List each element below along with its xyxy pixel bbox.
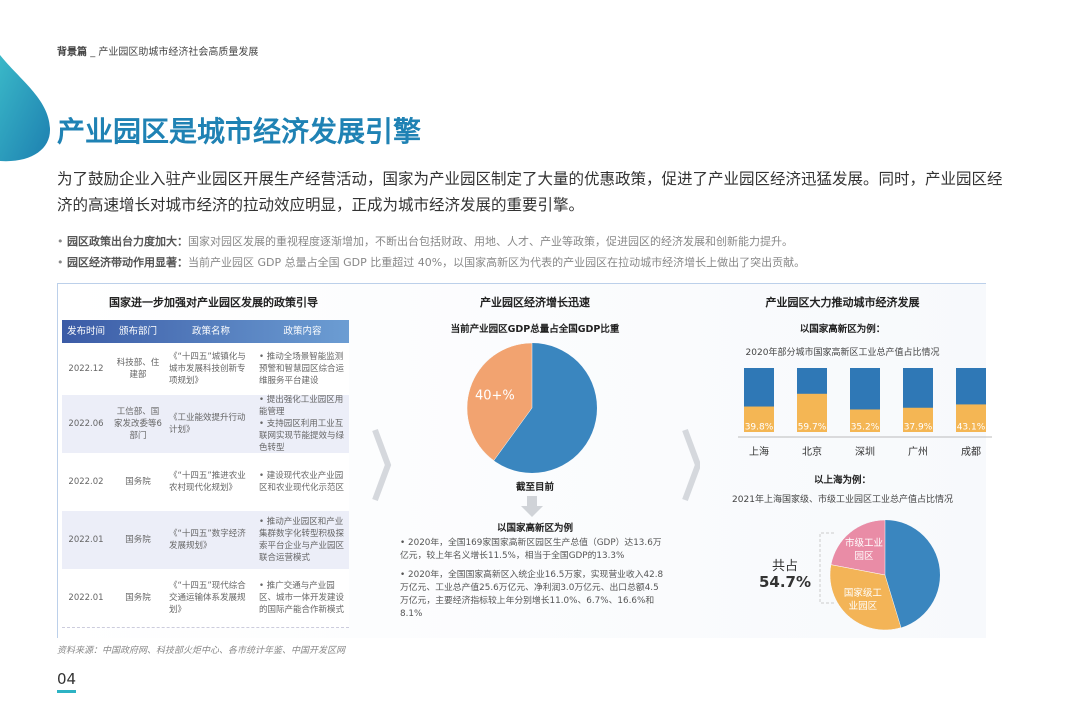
total-value: 54.7%: [758, 573, 812, 591]
header: 背景篇 _ 产业园区助城市经济社会高质量发展: [57, 43, 258, 58]
table-cell: 科技部、住建部: [116, 358, 160, 380]
growth-title: 产业园区经济增长迅速: [480, 296, 590, 309]
x-tick-label: 北京: [802, 445, 822, 458]
page-number: 04: [57, 670, 77, 693]
table-row: 2022.06 工信部、国家发改委等6部门《工业能效提升行动计划》提出强化工业园区…: [62, 395, 349, 454]
policy-point: 支持园区利用工业互联网实现节能提效与绿色转型: [259, 418, 346, 454]
decor-drop: [0, 55, 50, 162]
growth-note: 截至目前: [515, 482, 554, 493]
table-cell: 国务院: [125, 593, 151, 603]
slice-label: 40+%: [475, 388, 515, 403]
example-title: 以国家高新区为例: [496, 523, 573, 534]
bar: [956, 404, 986, 432]
pie-slice: [466, 342, 533, 461]
bar: [744, 406, 774, 432]
x-tick-label: 上海: [749, 445, 769, 458]
table-row: 2022.12 科技部、住建部《“十四五”城镇化与城市发展科技创新专项规划》推动全…: [62, 343, 349, 396]
table-cell: 《“十四五”推进农业农村现代化规划》: [169, 471, 246, 493]
highlight: 园区经济带动作用显著：当前产业园区 GDP 总量占全国 GDP 比重超过 40%…: [57, 252, 1017, 273]
table-title: 国家进一步加强对产业园区发展的政策引导: [109, 296, 318, 309]
table-cell: 《“十四五”数字经济发展规划》: [169, 529, 246, 551]
policy-point: 提出强化工业园区用能管理: [259, 394, 346, 418]
policy-point: 建设现代农业产业园区和农业现代化示范区: [259, 470, 346, 494]
down-arrow: [521, 496, 543, 517]
column-header: 发布时间: [66, 325, 105, 337]
highlight-text: 国家对园区发展的重视程度逐渐增加，不断出台包括财政、用地、人才、产业等政策，促进…: [188, 235, 793, 248]
pie-slice: [830, 519, 886, 576]
header-subtitle: _ 产业园区助城市经济社会高质量发展: [90, 47, 259, 58]
column-header: 颁布部门: [118, 325, 157, 337]
highlight-text: 当前产业园区 GDP 总量占全国 GDP 比重超过 40%，以国家高新区为代表的…: [188, 256, 806, 269]
example-2: 以上海为例：: [813, 475, 871, 486]
bar-value-label: 35.2%: [851, 423, 880, 433]
table-cell: 提出强化工业园区用能管理支持园区利用工业互联网实现节能提效与绿色转型: [256, 395, 349, 453]
bar-value-label: 43.1%: [957, 423, 986, 433]
bar-value-label: 37.9%: [904, 423, 933, 433]
bar: [903, 407, 933, 432]
table-cell: 建设现代农业产业园区和农业现代化示范区: [256, 453, 349, 511]
table-cell: 2022.01: [68, 593, 104, 603]
table-cell: 《“十四五”城镇化与城市发展科技创新专项规划》: [169, 352, 246, 386]
policy-point: 推广交通与产业园区、城市一体开发建设的国际产能合作新模式: [259, 580, 346, 616]
slice-label: 市级工业园区: [844, 537, 883, 562]
bar-chart: 39.8% 上海 59.7% 北京 35.2% 深圳 37.9% 广州 43.1% 成都: [738, 368, 992, 458]
highlight-label: 园区政策出台力度加大：: [67, 235, 188, 248]
table-row: 2022.01 国务院 《“十四五”数字经济发展规划》推动产业园区和产业集群数字化转…: [62, 511, 349, 570]
table-cell: 工信部、国家发改委等6部门: [114, 407, 162, 441]
policy-table: 发布时间 颁布部门 政策名称 政策内容 2022.12 科技部、住建部 《“十四五”城镇化与…: [62, 320, 349, 628]
table-cell: 2022.12: [68, 364, 104, 374]
table-cell: 推动全场景智能监测预警和智慧园区综合运维服务平台建设: [256, 343, 349, 395]
example-1: 以国家高新区为例：: [799, 324, 886, 335]
table-cell: 2022.06: [68, 419, 104, 429]
table-cell: 《“十四五”现代综合交通运输体系发展规划》: [169, 581, 246, 615]
policy-point: 推动全场景智能监测预警和智慧园区综合运维服务平台建设: [259, 351, 346, 387]
gdp-pie: 40+%: [466, 342, 597, 473]
x-tick-label: 深圳: [855, 446, 875, 458]
growth-point: 2020年，全国国家高新区入统企业16.5万家，实现营业收入42.8万亿元、工业…: [400, 569, 665, 621]
table-cell: 《工业能效提升行动计划》: [169, 413, 246, 435]
bar-title: 2020年部分城市国家高新区工业总产值占比情况: [745, 348, 940, 358]
shanghai-pie: [819, 519, 940, 631]
policy-point: 推动产业园区和产业集群数字化转型积极探索平台企业与产业园区联合运营模式: [259, 516, 346, 564]
table-cell: 2022.01: [68, 535, 104, 545]
table-header: 发布时间 颁布部门 政策名称 政策内容: [62, 320, 349, 343]
bar: [797, 393, 827, 432]
table-cell: 推广交通与产业园区、城市一体开发建设的国际产能合作新模式: [256, 569, 349, 627]
highlight-label: 园区经济带动作用显著：: [67, 256, 188, 269]
slice-label: 国家级工业园区: [843, 587, 882, 612]
pie-slice: [829, 564, 902, 631]
highlights: 园区政策出台力度加大：国家对园区发展的重视程度逐渐增加，不断出台包括财政、用地、…: [57, 231, 1017, 273]
arrows: [372, 428, 700, 502]
growth-points: 2020年，全国169家国家高新区园区生产总值（GDP）达13.6万亿元，较上年…: [400, 537, 665, 627]
table-cell: 国务院: [125, 477, 151, 487]
bar: [850, 409, 880, 432]
growth-point: 2020年，全国169家国家高新区园区生产总值（GDP）达13.6万亿元，较上年…: [400, 537, 665, 563]
bar-value-label: 39.8%: [745, 423, 774, 433]
bar-value-label: 59.7%: [798, 423, 827, 433]
pie2-title: 2021年上海国家级、市级工业园区工业总产值占比情况: [732, 495, 953, 505]
table-cell: 推动产业园区和产业集群数字化转型积极探索平台企业与产业园区联合运营模式: [256, 511, 349, 569]
pie-title: 当前产业园区GDP总量占全国GDP比重: [450, 324, 620, 335]
column-header: 政策内容: [283, 325, 322, 337]
table-cell: 2022.02: [68, 477, 104, 487]
source: 资料来源：中国政府网、科技部火炬中心、各市统计年鉴、中国开发区网: [57, 646, 346, 656]
page-title: 产业园区是城市经济发展引擎: [57, 115, 422, 148]
highlight: 园区政策出台力度加大：国家对园区发展的重视程度逐渐增加，不断出台包括财政、用地、…: [57, 231, 1017, 252]
header-section: 背景篇: [57, 47, 87, 58]
x-tick-label: 成都: [961, 446, 981, 458]
impact-title: 产业园区大力推动城市经济发展: [765, 296, 920, 309]
x-tick-label: 广州: [908, 446, 928, 458]
table-cell: 国务院: [125, 535, 151, 545]
column-header: 政策名称: [191, 325, 230, 337]
table-row: 2022.01 国务院 《“十四五”现代综合交通运输体系发展规划》推广交通与产业园区…: [62, 569, 349, 628]
table-row: 2022.02 国务院 《“十四五”推进农业农村现代化规划》建设现代农业产业园区和农…: [62, 453, 349, 512]
total-annotation: 共占: [771, 559, 798, 574]
intro: 为了鼓励企业入驻产业园区开展生产经营活动，国家为产业园区制定了大量的优惠政策，促…: [57, 170, 1003, 214]
